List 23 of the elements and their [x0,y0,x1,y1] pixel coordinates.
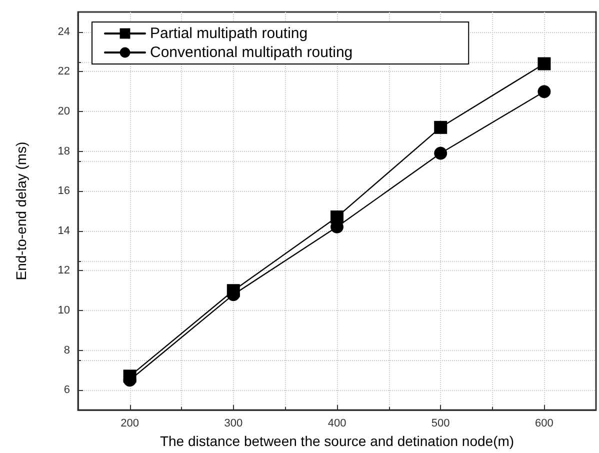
x-axis-title: The distance between the source and detination node(m) [160,433,514,449]
legend-label: Conventional multipath routing [150,44,353,61]
point [434,120,448,134]
x-tick-label: 600 [535,418,554,430]
y-axis-title: End-to-end delay (ms) [13,142,29,280]
y-tick-label: 24 [58,26,70,38]
x-tick-label: 500 [431,418,450,430]
legend-label: Partial multipath routing [150,25,308,42]
x-tick-label: 200 [120,418,139,430]
x-tick-label: 300 [224,418,243,430]
y-tick-label: 10 [58,304,70,316]
y-tick-label: 22 [58,66,70,78]
y-tick-label: 6 [64,384,70,396]
x-tick-label: 400 [328,418,346,430]
y-tick-label: 12 [58,264,70,277]
y-tick-label: 14 [58,224,70,237]
y-tick-label: 8 [64,344,70,356]
y-tick-label: 20 [58,106,70,118]
y-tick-label: 16 [58,185,70,198]
point [538,57,551,70]
y-tick-label: 18 [58,145,70,158]
point [434,146,448,160]
point [538,85,551,98]
